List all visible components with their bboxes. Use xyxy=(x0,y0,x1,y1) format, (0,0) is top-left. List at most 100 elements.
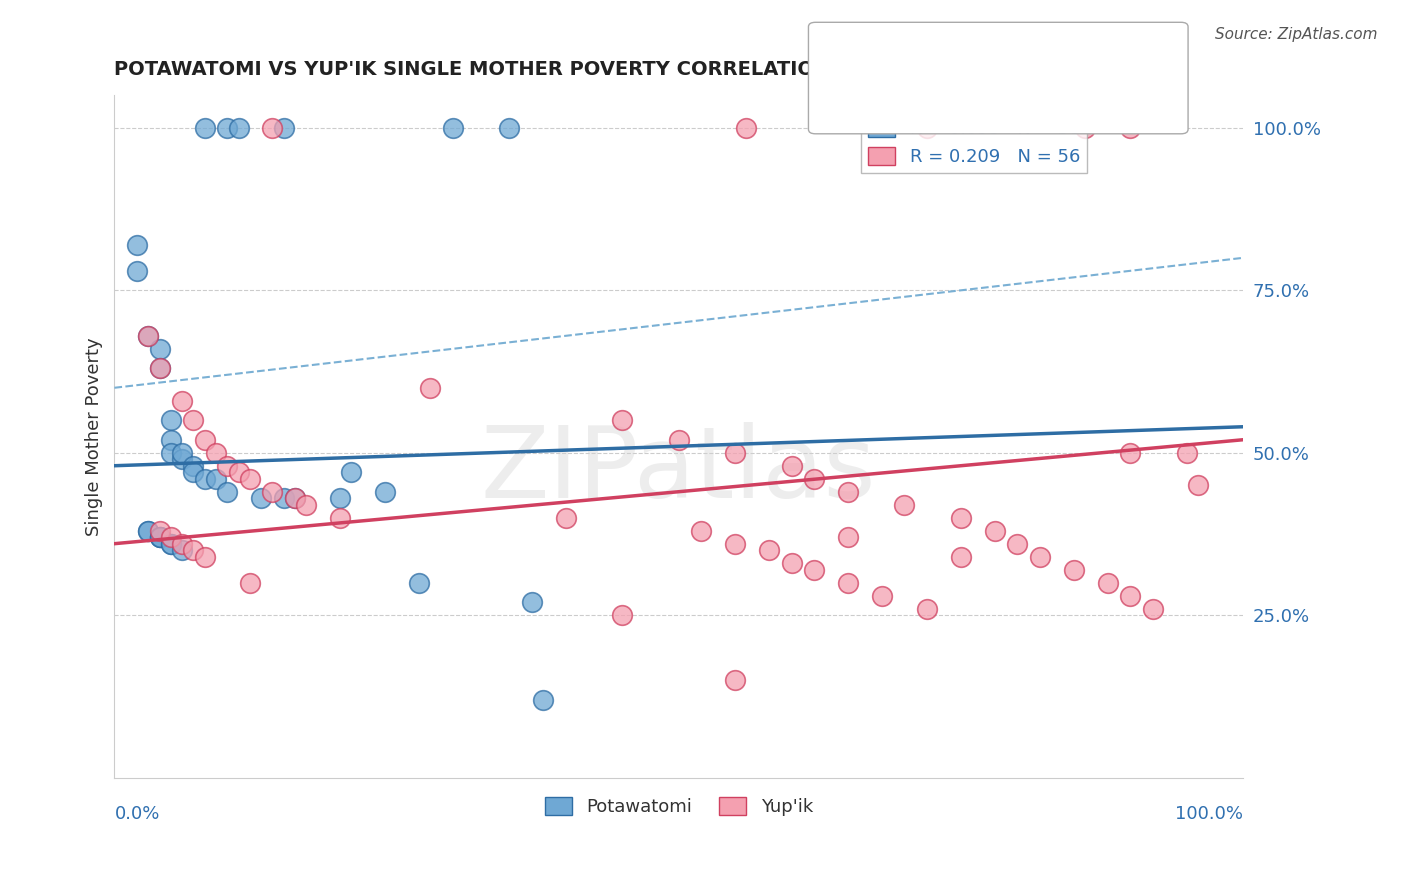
Point xyxy=(949,549,972,564)
Point xyxy=(194,472,217,486)
Point xyxy=(837,575,859,590)
Point xyxy=(837,484,859,499)
Point xyxy=(148,361,170,376)
Point xyxy=(183,465,205,479)
Point xyxy=(612,608,634,623)
Point xyxy=(554,510,576,524)
Point xyxy=(217,458,239,473)
Point xyxy=(160,537,183,551)
Text: ZIPatlas: ZIPatlas xyxy=(481,422,876,519)
Point xyxy=(148,361,170,376)
Point xyxy=(1074,120,1097,135)
Point xyxy=(183,458,205,473)
Point xyxy=(205,472,228,486)
Point xyxy=(148,342,170,356)
Point xyxy=(172,543,194,558)
Text: 0.0%: 0.0% xyxy=(114,805,160,822)
Point xyxy=(724,537,747,551)
Point xyxy=(172,537,194,551)
Point xyxy=(1142,601,1164,615)
Point xyxy=(803,563,825,577)
Point xyxy=(148,530,170,544)
Point xyxy=(690,524,713,538)
Point xyxy=(262,120,284,135)
Point xyxy=(262,484,284,499)
Legend: Potawatomi, Yup'ik: Potawatomi, Yup'ik xyxy=(537,789,820,823)
Point xyxy=(284,491,307,506)
Point xyxy=(870,589,893,603)
Point xyxy=(520,595,543,609)
Point xyxy=(498,120,520,135)
Point xyxy=(915,601,938,615)
Point xyxy=(194,120,217,135)
Point xyxy=(183,543,205,558)
Point xyxy=(1119,446,1142,460)
Point xyxy=(329,491,352,506)
Point xyxy=(758,543,780,558)
Point xyxy=(837,530,859,544)
Text: POTAWATOMI VS YUP'IK SINGLE MOTHER POVERTY CORRELATION CHART: POTAWATOMI VS YUP'IK SINGLE MOTHER POVER… xyxy=(114,60,911,78)
Y-axis label: Single Mother Poverty: Single Mother Poverty xyxy=(86,337,103,536)
Point xyxy=(172,452,194,467)
Point xyxy=(239,575,262,590)
Point xyxy=(172,446,194,460)
Point xyxy=(893,498,915,512)
Point xyxy=(136,524,159,538)
Point xyxy=(183,413,205,427)
Point xyxy=(125,237,148,252)
Point xyxy=(205,446,228,460)
Point xyxy=(160,537,183,551)
Point xyxy=(239,472,262,486)
Point xyxy=(441,120,464,135)
Point xyxy=(160,433,183,447)
Point xyxy=(228,465,250,479)
Point xyxy=(1119,589,1142,603)
Point xyxy=(668,433,690,447)
Point xyxy=(724,673,747,687)
Text: Source: ZipAtlas.com: Source: ZipAtlas.com xyxy=(1215,27,1378,42)
Point xyxy=(136,328,159,343)
Point xyxy=(949,510,972,524)
Point xyxy=(612,413,634,427)
Point xyxy=(148,524,170,538)
Point xyxy=(419,381,441,395)
Point xyxy=(136,328,159,343)
Point xyxy=(284,491,307,506)
Point xyxy=(1007,537,1029,551)
Point xyxy=(735,120,758,135)
Point xyxy=(1097,575,1119,590)
Point xyxy=(724,446,747,460)
Point xyxy=(148,530,170,544)
Point xyxy=(1063,563,1085,577)
Point xyxy=(915,120,938,135)
Point xyxy=(217,484,239,499)
Point xyxy=(1187,478,1209,492)
Point xyxy=(148,530,170,544)
Text: 100.0%: 100.0% xyxy=(1175,805,1243,822)
Point xyxy=(408,575,430,590)
Point xyxy=(217,120,239,135)
Point xyxy=(273,491,295,506)
Point xyxy=(172,393,194,408)
Point xyxy=(340,465,363,479)
Point xyxy=(136,524,159,538)
Point xyxy=(125,264,148,278)
Point xyxy=(374,484,396,499)
Point xyxy=(803,472,825,486)
Point xyxy=(780,458,803,473)
Point xyxy=(531,692,554,706)
Point xyxy=(1029,549,1052,564)
Point xyxy=(1175,446,1198,460)
Point xyxy=(780,556,803,570)
Point xyxy=(160,413,183,427)
Point xyxy=(194,549,217,564)
Point xyxy=(273,120,295,135)
Point xyxy=(194,433,217,447)
Point xyxy=(160,530,183,544)
Point xyxy=(1119,120,1142,135)
Point xyxy=(160,446,183,460)
Point xyxy=(295,498,318,512)
Point xyxy=(228,120,250,135)
Point xyxy=(250,491,273,506)
Point xyxy=(983,524,1005,538)
